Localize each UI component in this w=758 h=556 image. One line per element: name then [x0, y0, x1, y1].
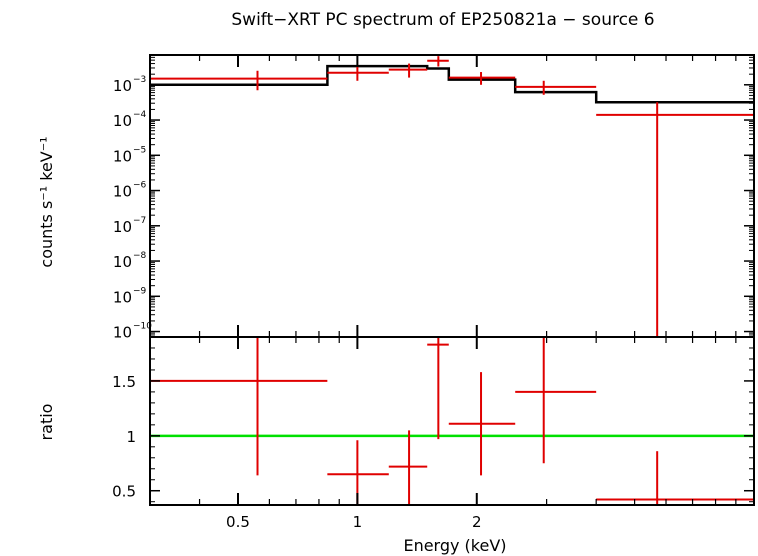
ratio-point-7 [596, 451, 754, 505]
model-step-line [150, 64, 754, 104]
top-panel-frame [149, 54, 755, 338]
bottom-panel-frame [149, 336, 755, 506]
top-y-tick-exp-−10: −10 [133, 322, 152, 332]
top-y-tick-label-−8: 10 [113, 253, 132, 271]
spectrum-point-7 [596, 102, 754, 337]
x-axis-label: Energy (keV) [403, 536, 506, 555]
top-y-axis-label: counts s⁻¹ keV⁻¹ [37, 136, 56, 267]
top-y-tick-label-−7: 10 [113, 218, 132, 236]
bottom-y-tick-label-0.5: 0.5 [112, 483, 136, 501]
spectrum-point-1 [150, 70, 328, 91]
top-y-tick-exp-−9: −9 [133, 286, 147, 296]
ratio-point-1 [150, 337, 328, 476]
top-y-tick-exp-−4: −4 [133, 110, 147, 120]
spectrum-point-3 [388, 63, 428, 78]
ratio-point-5 [448, 372, 516, 476]
top-y-tick-label-−6: 10 [113, 183, 132, 201]
top-y-tick-exp-−3: −3 [133, 75, 146, 85]
x-tick-label-2: 2 [472, 513, 482, 531]
top-y-tick-label-−5: 10 [113, 147, 132, 165]
spectrum-point-4 [427, 56, 449, 67]
ratio-point-6 [515, 337, 597, 464]
top-y-tick-label-−10: 10 [113, 324, 132, 342]
spectrum-point-6 [515, 80, 597, 95]
ratio-point-4 [427, 337, 449, 440]
x-tick-label-1: 1 [353, 513, 363, 531]
top-y-tick-exp-−5: −5 [133, 145, 146, 155]
ratio-point-3 [388, 430, 428, 505]
top-y-tick-label-−4: 10 [113, 112, 132, 130]
top-y-tick-exp-−6: −6 [133, 181, 147, 191]
top-y-tick-label-−3: 10 [113, 77, 132, 95]
chart-title: Swift−XRT PC spectrum of EP250821a − sou… [231, 10, 654, 30]
bottom-y-axis-label: ratio [37, 404, 56, 441]
spectrum-point-2 [327, 66, 389, 81]
x-tick-label-0.5: 0.5 [226, 513, 250, 531]
top-y-tick-label-−9: 10 [113, 288, 132, 306]
bottom-y-tick-label-1: 1 [126, 428, 136, 446]
spectrum-point-5 [448, 72, 516, 85]
top-y-tick-exp-−8: −8 [133, 251, 147, 261]
bottom-y-tick-label-1.5: 1.5 [112, 373, 136, 391]
top-y-tick-exp-−7: −7 [133, 216, 146, 226]
